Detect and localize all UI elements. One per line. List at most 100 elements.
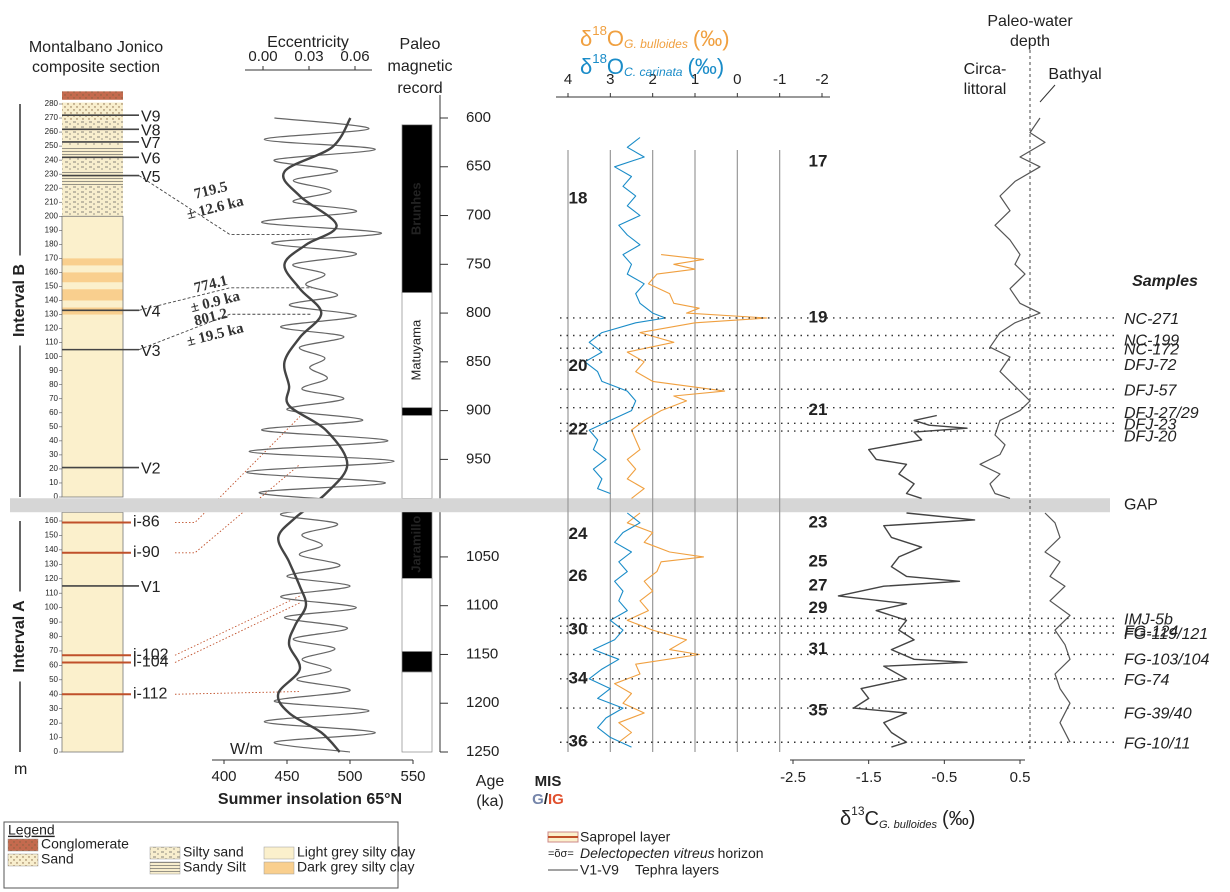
depth-tick-label: 40 (49, 689, 58, 698)
depth-tick-label: 250 (45, 141, 59, 150)
lithology-layer (62, 258, 123, 265)
y-tick-label: 900 (466, 402, 491, 419)
x-tick-label: 0.5 (1010, 769, 1031, 786)
depth-tick-label: 90 (49, 617, 58, 626)
mis-label: 25 (809, 551, 828, 570)
depth-tick-label: 100 (45, 352, 59, 361)
lithology-layer (62, 512, 123, 752)
mis-g: G (532, 791, 544, 808)
polarity-title: magnetic (388, 58, 453, 75)
title-element: O (607, 54, 624, 79)
sapropel-label: i-90 (133, 544, 160, 561)
polarity-chron (402, 578, 432, 651)
title-element: O (607, 26, 624, 51)
depth-tick-label: 70 (49, 646, 58, 655)
depth-tick-label: 130 (45, 310, 59, 319)
depth-tick-label: 10 (49, 478, 58, 487)
mis-label: 23 (809, 512, 828, 531)
water-title: Paleo-water (987, 13, 1073, 30)
age-title: (ka) (476, 793, 504, 810)
x-tick-label: -1 (773, 71, 786, 88)
mis-label: 36 (569, 732, 588, 751)
lithology-pattern (62, 171, 123, 185)
legend-species: Delectopecten vitreus (580, 845, 715, 861)
tephra-label: V4 (141, 304, 161, 321)
legend-swatch (264, 862, 294, 874)
sample-label: FG-103/104 (1124, 652, 1209, 669)
x-tick-label: -1.5 (856, 769, 882, 786)
legend-swatch-pattern (8, 839, 38, 851)
interval-label: Interval A (11, 600, 28, 673)
depth-tick-label: 0 (54, 747, 59, 756)
title-unit: (‰) (693, 26, 730, 51)
samples-title: Samples (1132, 273, 1198, 290)
title-unit: (‰) (688, 54, 725, 79)
lithology-pattern (62, 146, 123, 156)
mis-label: 20 (569, 356, 588, 375)
legend-swatch-pattern (8, 854, 38, 866)
depth-tick-label: 100 (45, 603, 59, 612)
sapropel-label: i-104 (133, 654, 169, 671)
legend-swatch-pattern (150, 847, 180, 859)
y-tick-label: 850 (466, 353, 491, 370)
insolation-unit: W/m (230, 741, 263, 758)
title-isotope: 18 (592, 51, 607, 66)
legend-label: V1-V9 (580, 862, 619, 878)
depth-tick-label: 260 (45, 127, 59, 136)
title-species: G. bulloides (879, 819, 938, 831)
polarity-chron (402, 415, 432, 498)
gap-band (10, 498, 1110, 512)
sample-label: FG-39/40 (1124, 705, 1192, 722)
legend-label: Silty sand (183, 844, 244, 860)
isotope-curve (585, 138, 666, 748)
legend-swatch-pattern (150, 862, 180, 874)
legend-label: Tephra layers (635, 862, 719, 878)
depth-tick-label: 280 (45, 99, 59, 108)
axis-title: δ18OG. bulloides(‰) (580, 23, 730, 51)
x-tick-label: 4 (564, 71, 572, 88)
depth-tick-label: 240 (45, 155, 59, 164)
legend-label: Delectopecten vitreushorizon (580, 845, 764, 861)
carbon-curve (838, 416, 974, 748)
y-tick-label: 700 (466, 207, 491, 224)
interval-label: Interval B (11, 264, 28, 337)
sapropel-label: i-112 (133, 685, 167, 702)
depth-tick-label: 210 (45, 197, 59, 206)
legend-label: Conglomerate (41, 836, 129, 852)
age-title: Age (476, 773, 505, 790)
sample-label: NC-271 (1124, 311, 1179, 328)
x-tick-label: 550 (400, 768, 425, 785)
depth-tick-label: 50 (49, 422, 58, 431)
polarity-title: record (397, 80, 442, 97)
title-delta: δ (580, 26, 592, 51)
y-tick-label: 1050 (466, 548, 499, 565)
sample-label: FG-74 (1124, 672, 1169, 689)
chron-label: Brunhes (408, 182, 423, 235)
figure: Montalbano Jonicocomposite sectionm01020… (0, 0, 1230, 892)
x-tick-label: 0.06 (340, 48, 369, 65)
zone-pointer (1040, 85, 1055, 102)
legend-label: Sapropel layer (580, 829, 671, 845)
x-tick-label: 400 (211, 768, 236, 785)
x-tick-label: -2 (815, 71, 828, 88)
depth-tick-label: 110 (45, 588, 58, 597)
mis-label: 18 (569, 188, 588, 207)
water-title: depth (1010, 33, 1050, 50)
title-isotope: 18 (592, 23, 607, 38)
title-unit: (‰) (942, 808, 975, 830)
mis-label: 22 (569, 420, 588, 439)
correlation-line (175, 603, 300, 663)
legend-label: Dark grey silty clay (297, 859, 414, 875)
mis-label: 31 (809, 639, 828, 658)
y-tick-label: 950 (466, 450, 491, 467)
polarity-chron (402, 652, 432, 672)
depth-tick-label: 150 (45, 531, 59, 540)
lithology-layer (62, 272, 123, 282)
mis-label: 21 (809, 400, 828, 419)
y-tick-label: 750 (466, 255, 491, 272)
x-tick-label: -2.5 (780, 769, 806, 786)
depth-tick-label: 60 (49, 660, 58, 669)
depth-tick-label: 80 (49, 632, 58, 641)
mis-label: 24 (569, 524, 588, 543)
